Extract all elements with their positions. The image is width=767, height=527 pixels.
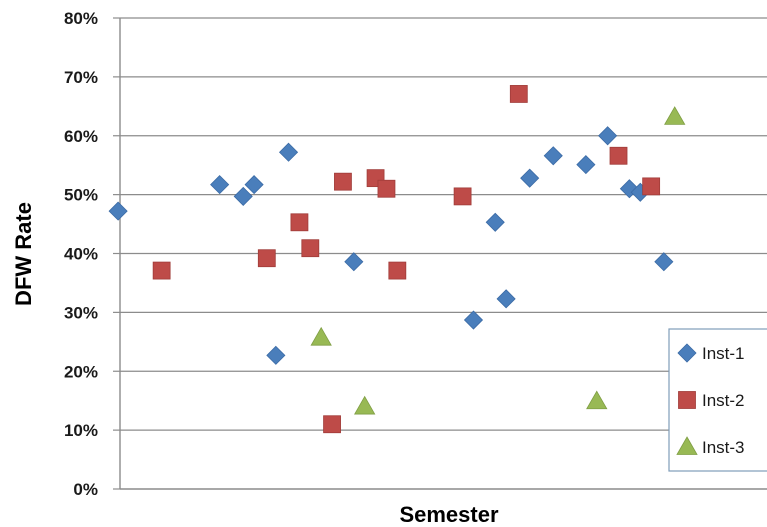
y-tick-labels: 0% 10% 20% 30% 40% 50% 60% 70% 80% <box>64 9 98 499</box>
inst-2-point-9 <box>388 261 407 280</box>
gridlines <box>120 17 767 431</box>
inst-1-point-12 <box>543 146 563 166</box>
data-points <box>108 85 686 434</box>
inst-1-point-6 <box>278 142 299 162</box>
inst-2-point-11 <box>509 85 528 103</box>
y-tick-label: 50% <box>64 186 98 205</box>
inst-2-point-8 <box>377 179 396 198</box>
y-tick-label: 40% <box>64 245 98 264</box>
inst-1-point-10 <box>496 289 516 309</box>
legend-marker-inst-1 <box>677 343 697 363</box>
inst-1-point-17 <box>654 252 674 272</box>
inst-1-point-5 <box>266 345 286 365</box>
inst-2-point-6 <box>334 172 352 191</box>
inst-1-point-3 <box>233 186 253 206</box>
legend: Inst-1 Inst-2 Inst-3 <box>668 328 767 472</box>
inst-2-point-2 <box>257 249 276 268</box>
y-tick-label: 0% <box>73 480 98 499</box>
inst-1-point-8 <box>463 310 484 330</box>
inst-1-point-4 <box>244 175 264 195</box>
inst-1-point-11 <box>520 168 540 188</box>
inst-2-point-3 <box>290 213 309 232</box>
inst-2-point-5 <box>323 415 341 434</box>
legend-marker-inst-2 <box>678 391 696 409</box>
y-tick-label: 70% <box>64 68 98 87</box>
inst-2-point-13 <box>642 177 661 196</box>
inst-3-point-4 <box>664 106 686 125</box>
legend-label-inst-3: Inst-3 <box>702 438 745 457</box>
inst-2-point-4 <box>301 239 320 258</box>
y-tick-label: 60% <box>64 127 98 146</box>
legend-label-inst-1: Inst-1 <box>702 344 745 363</box>
inst-3-point-1 <box>310 326 332 346</box>
inst-1-point-7 <box>344 252 364 272</box>
inst-3-point-2 <box>354 395 376 415</box>
inst-1-point-9 <box>485 212 505 232</box>
y-tick-label: 80% <box>64 9 98 28</box>
x-axis-title: Semester <box>399 502 499 527</box>
inst-1-point-14 <box>598 126 618 146</box>
legend-label-inst-2: Inst-2 <box>702 391 745 410</box>
y-tick-label: 10% <box>64 421 98 440</box>
inst-1-point-13 <box>576 155 596 175</box>
y-axis-title: DFW Rate <box>11 202 36 306</box>
inst-2-point-12 <box>609 146 628 165</box>
inst-2-point-10 <box>453 187 472 206</box>
legend-marker-inst-3 <box>676 436 698 455</box>
inst-1-point-2 <box>210 175 230 195</box>
inst-3-point-3 <box>586 390 608 410</box>
inst-1-point-1 <box>108 201 128 221</box>
axes <box>113 17 767 490</box>
y-tick-label: 30% <box>64 303 98 322</box>
inst-2-point-1 <box>152 261 171 280</box>
y-tick-label: 20% <box>64 362 98 381</box>
